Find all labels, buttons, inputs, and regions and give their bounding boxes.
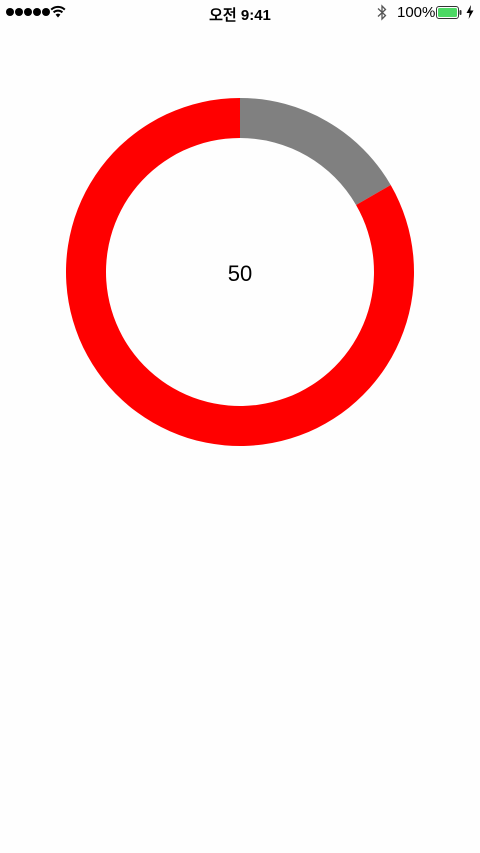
wifi-icon xyxy=(50,5,66,18)
charging-bolt-icon xyxy=(466,5,474,19)
battery-percent: 100% xyxy=(397,4,436,21)
status-bar: 오전 9:41 100% xyxy=(0,0,480,26)
progress-value: 50 xyxy=(227,261,253,286)
signal-dots-icon xyxy=(6,8,50,16)
bluetooth-icon xyxy=(377,4,387,21)
battery-icon xyxy=(436,6,462,19)
ring-segment-0 xyxy=(240,98,391,206)
status-time: 오전 9:41 xyxy=(209,7,271,24)
